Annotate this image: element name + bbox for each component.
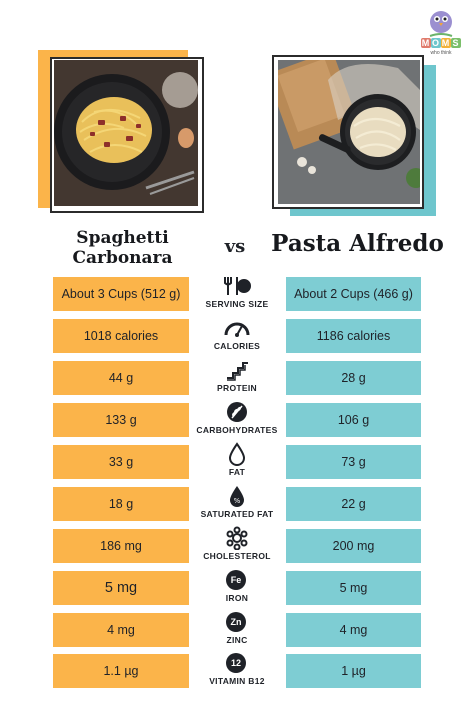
gauge-icon — [223, 316, 251, 340]
row-label-group: CHOLESTEROL — [196, 526, 278, 566]
row-label-group: Fe IRON — [196, 568, 278, 608]
cell-left-iron: 5 mg — [53, 571, 189, 605]
row-label: SATURATED FAT — [200, 509, 274, 519]
cell-right-saturated-fat: 22 g — [286, 487, 421, 521]
cell-right-iron: 5 mg — [286, 571, 421, 605]
cell-right-fat: 73 g — [286, 445, 421, 479]
row-label-group: CARBOHYDRATES — [196, 400, 278, 440]
drop-icon — [223, 442, 251, 466]
row-label-group: SERVING SIZE — [196, 274, 278, 314]
cell-right-vitamin-b12: 1 µg — [286, 654, 421, 688]
row-label-group: Zn ZINC — [196, 610, 278, 650]
cell-right-protein: 28 g — [286, 361, 421, 395]
row-label: PROTEIN — [217, 383, 257, 393]
bird-icon — [429, 11, 453, 37]
cell-left-serving-size: About 3 Cups (512 g) — [53, 277, 189, 311]
iron-icon: Fe — [226, 570, 246, 590]
cell-left-vitamin-b12: 1.1 µg — [53, 654, 189, 688]
cell-left-protein: 44 g — [53, 361, 189, 395]
stairs-icon — [223, 358, 251, 382]
cell-left-calories: 1018 calories — [53, 319, 189, 353]
food-title-left-line2: Carbonara — [72, 248, 173, 268]
row-label: CALORIES — [213, 341, 261, 351]
utensils-icon — [223, 274, 251, 298]
food-title-left: Spaghetti Carbonara — [40, 228, 205, 268]
row-label-group: FAT — [196, 442, 278, 482]
row-label: FAT — [228, 467, 246, 477]
wheat-icon — [223, 400, 251, 424]
row-label: CHOLESTEROL — [203, 551, 271, 561]
row-label-group: % SATURATED FAT — [196, 484, 278, 524]
carbonara-photo — [54, 60, 198, 206]
row-label: VITAMIN B12 — [209, 676, 265, 686]
cell-left-carbohydrates: 133 g — [53, 403, 189, 437]
logo-tagline: who think — [430, 50, 452, 56]
cell-right-carbohydrates: 106 g — [286, 403, 421, 437]
cell-right-cholesterol: 200 mg — [286, 529, 421, 563]
molecule-icon — [223, 526, 251, 551]
alfredo-photo — [278, 60, 420, 204]
row-label: CARBOHYDRATES — [196, 425, 278, 435]
cell-left-zinc: 4 mg — [53, 613, 189, 647]
zinc-icon: Zn — [226, 612, 246, 632]
cell-left-saturated-fat: 18 g — [53, 487, 189, 521]
row-label: SERVING SIZE — [205, 299, 269, 309]
drop-percent-icon: % — [223, 484, 251, 508]
row-label: ZINC — [226, 635, 248, 645]
cell-right-serving-size: About 2 Cups (466 g) — [286, 277, 421, 311]
vitamin-b12-icon: 12 — [226, 653, 246, 673]
vs-label: vs — [224, 236, 246, 257]
cell-right-calories: 1186 calories — [286, 319, 421, 353]
cell-left-cholesterol: 186 mg — [53, 529, 189, 563]
svg-text:%: % — [234, 497, 241, 505]
cell-right-zinc: 4 mg — [286, 613, 421, 647]
row-label-group: CALORIES — [196, 316, 278, 356]
food-title-left-line1: Spaghetti — [76, 228, 169, 248]
cell-left-fat: 33 g — [53, 445, 189, 479]
food-title-right: Pasta Alfredo — [271, 230, 444, 257]
row-label-group: PROTEIN — [196, 358, 278, 398]
row-label-group: 12 VITAMIN B12 — [196, 651, 278, 691]
row-label: IRON — [225, 593, 249, 603]
